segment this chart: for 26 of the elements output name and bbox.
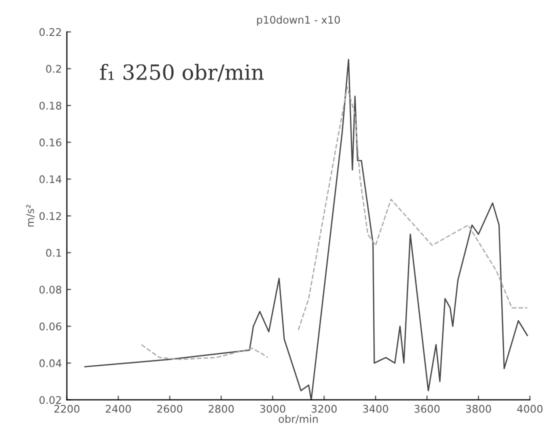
x-tick-label: 3200 [312, 404, 337, 413]
y-tick-label: 0.2 [46, 64, 61, 73]
y-axis-title: m/s² [26, 204, 35, 227]
x-tick-label: 4000 [517, 404, 542, 413]
y-tick-label: 0.1 [46, 248, 62, 257]
line-series [84, 58, 528, 400]
y-tick-label: 0.18 [39, 102, 62, 110]
y-tick-label: 0.04 [39, 359, 62, 368]
x-tick-label: 2200 [54, 404, 80, 413]
x-tick-label: 3600 [414, 404, 440, 413]
y-tick-label: 0.06 [39, 322, 62, 330]
chart-title: p10down1 - x10 [257, 16, 340, 26]
x-tick-label: 2400 [106, 404, 131, 413]
y-tick-label: 0.12 [39, 212, 61, 220]
x-tick-label: 3000 [260, 404, 286, 413]
y-tick-label: 0.08 [39, 286, 62, 294]
x-tick-label: 2600 [157, 404, 182, 413]
y-tick-label: 0.02 [39, 396, 61, 404]
annotation: f₁ 3250 obr/min [100, 64, 264, 82]
y-tick-label: 0.16 [39, 138, 62, 146]
x-tick-label: 2800 [208, 404, 234, 413]
x-tick-label: 3800 [466, 404, 492, 413]
x-tick-label: 3400 [363, 404, 388, 413]
y-tick-label: 0.14 [39, 175, 62, 184]
x-axis-title: obr/min [278, 414, 318, 424]
y-tick-label: 0.22 [39, 28, 61, 36]
